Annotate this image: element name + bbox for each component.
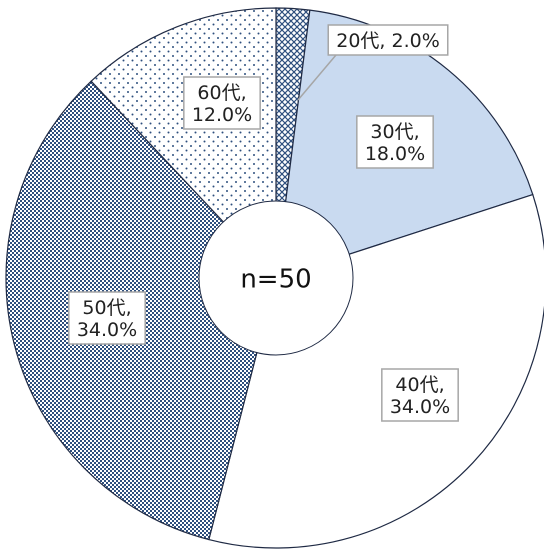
slice-label-text: 18.0% [365, 143, 425, 165]
slice-label-5: 60代,12.0% [183, 76, 261, 130]
center-label: n=50 [240, 265, 311, 295]
slice-label-box [68, 291, 146, 345]
slice-labels: 20代, 2.0%30代,18.0%40代,34.0%50代,34.0%60代,… [68, 24, 459, 422]
slice-label-3: 40代,34.0% [381, 368, 459, 422]
leader-line [297, 54, 337, 101]
slice-label-box [381, 368, 459, 422]
donut-hole [198, 200, 354, 356]
slice-label-4: 50代,34.0% [68, 291, 146, 345]
slice-label-text: 34.0% [390, 396, 450, 418]
slice-label-text: 30代, [370, 121, 419, 143]
slice-label-text: 40代, [395, 374, 444, 396]
slice-label-text: 34.0% [77, 319, 137, 341]
slice-label-box [183, 76, 261, 130]
slice-label-text: 50代, [82, 297, 131, 319]
slice-label-box [327, 24, 449, 56]
slice-label-box [356, 115, 434, 169]
slice-label-text: 12.0% [192, 104, 252, 126]
slice-5 [90, 7, 277, 280]
slice-label-text: 20代, 2.0% [336, 30, 440, 52]
slice-label-text: 60代, [197, 82, 246, 104]
leader-lines [297, 54, 337, 101]
slice-label-2: 30代,18.0% [356, 115, 434, 169]
slice-label-1: 20代, 2.0% [327, 24, 449, 56]
